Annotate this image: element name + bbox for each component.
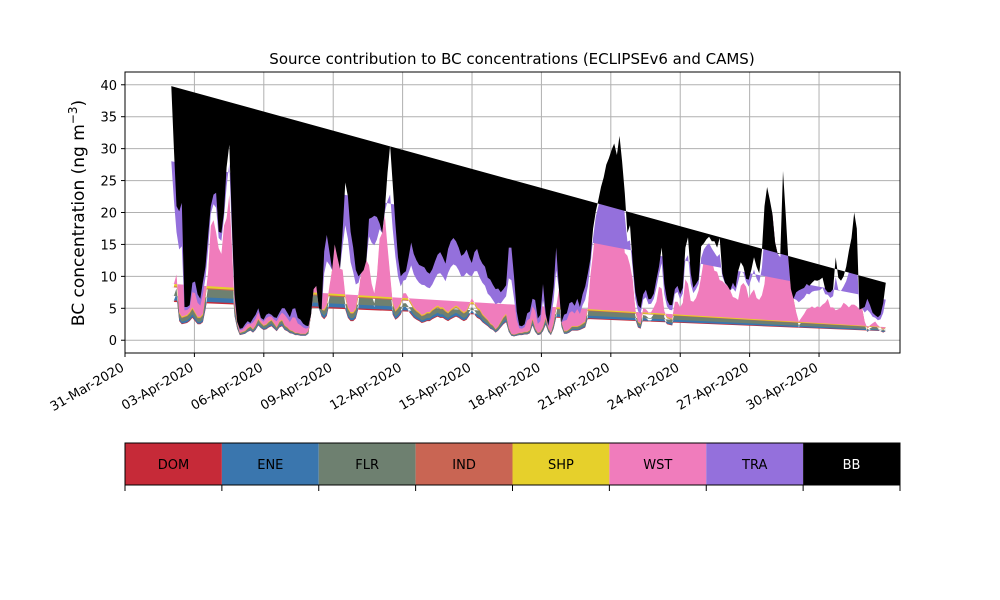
legend-swatch-dom [125, 443, 222, 485]
y-tick-label: 30 [100, 143, 117, 158]
y-tick-label: 0 [109, 334, 117, 349]
stacked-areas [171, 86, 886, 337]
y-tick-label: 20 [100, 207, 117, 222]
y-axis: 0 5 10 15 20 25 30 35 40 [100, 79, 125, 349]
x-tick-label: 12-Apr-2020 [327, 360, 404, 413]
legend-label-tra: TRA [741, 458, 767, 473]
y-tick-label: 5 [109, 302, 117, 317]
x-tick-label: 27-Apr-2020 [675, 360, 752, 413]
x-tick-label: 09-Apr-2020 [258, 360, 335, 413]
legend-label-shp: SHP [548, 458, 574, 473]
legend-swatch-bb [803, 443, 900, 485]
y-axis-label: BC concentration (ng m−3) [66, 100, 89, 326]
x-tick-label: 21-Apr-2020 [536, 360, 613, 413]
y-axis-label-main: BC concentration (ng m [69, 124, 89, 326]
y-tick-label: 35 [100, 111, 117, 126]
x-tick-label: 30-Apr-2020 [744, 360, 821, 413]
x-tick-label: 03-Apr-2020 [119, 360, 196, 413]
x-tick-label: 15-Apr-2020 [397, 360, 474, 413]
x-tick-label: 18-Apr-2020 [466, 360, 543, 413]
legend-label-ind: IND [452, 458, 476, 473]
legend-swatch-flr [318, 443, 416, 485]
y-axis-label-close: ) [69, 100, 89, 107]
y-tick-label: 40 [100, 79, 117, 94]
legend-swatch-tra [706, 443, 804, 485]
y-tick-label: 15 [100, 238, 117, 253]
area-bb [171, 86, 886, 329]
legend-label-bb: BB [843, 458, 861, 473]
legend-label-wst: WST [643, 458, 672, 473]
y-axis-label-superscript: −3 [66, 106, 80, 124]
y-tick-label: 10 [100, 270, 117, 285]
y-tick-label: 25 [100, 175, 117, 190]
legend-swatch-ind [415, 443, 513, 485]
area-wst [171, 161, 886, 335]
x-tick-label: 06-Apr-2020 [189, 360, 266, 413]
x-tick-label: 31-Mar-2020 [48, 360, 127, 414]
legend-swatch-wst [609, 443, 707, 485]
legend-label-ene: ENE [257, 458, 283, 473]
x-tick-label: 24-Apr-2020 [605, 360, 682, 413]
legend-swatch-shp [512, 443, 610, 485]
x-axis: 31-Mar-202003-Apr-202006-Apr-202009-Apr-… [48, 353, 821, 415]
legend-label-dom: DOM [158, 458, 189, 473]
plot-frame [124, 71, 901, 354]
legend-label-flr: FLR [355, 458, 379, 473]
source-colorbar-legend: DOM ENE FLR IND SHP WST TRA BB [124, 442, 901, 491]
chart-title: Source contribution to BC concentrations… [269, 50, 754, 68]
legend-swatch-ene [221, 443, 319, 485]
